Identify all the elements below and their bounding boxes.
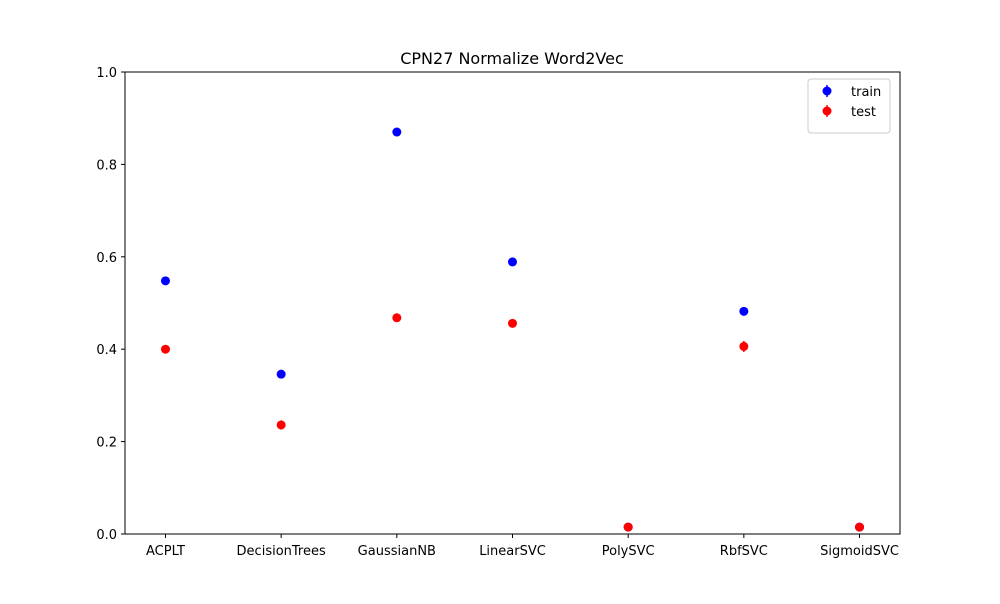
legend-label-train: train	[851, 85, 881, 100]
data-point-test	[160, 344, 170, 354]
x-tick-label: GaussianNB	[358, 544, 436, 559]
y-axis: 0.0 0.2 0.4 0.6 0.8 1.0	[96, 66, 125, 543]
x-tick-label: RbfSVC	[720, 544, 768, 559]
y-tick-label: 0.8	[96, 158, 117, 173]
y-tick-label: 1.0	[96, 66, 117, 81]
data-point-train	[739, 306, 749, 316]
data-point-test	[508, 318, 517, 328]
data-point-test	[855, 522, 865, 532]
y-tick-label: 0.0	[96, 528, 117, 543]
x-tick-label: PolySVC	[602, 544, 655, 559]
x-tick-label: ACPLT	[146, 544, 185, 559]
plot-marks	[160, 127, 865, 532]
data-point-test	[623, 522, 633, 532]
y-tick-label: 0.4	[96, 343, 117, 358]
x-tick-label: DecisionTrees	[237, 544, 326, 559]
legend-label-test: test	[851, 105, 876, 120]
legend-marker-test	[822, 106, 832, 116]
plot-frame	[124, 71, 901, 535]
data-point-train	[508, 257, 517, 267]
y-tick-label: 0.6	[96, 251, 117, 266]
x-tick-label: SigmoidSVC	[820, 544, 899, 559]
data-point-train	[392, 127, 402, 137]
data-point-test	[739, 341, 749, 351]
y-tick-label: 0.2	[96, 436, 117, 451]
chart-title: CPN27 Normalize Word2Vec	[400, 49, 624, 68]
data-point-test	[276, 420, 286, 430]
legend: train test	[807, 78, 891, 134]
data-point-test	[392, 313, 402, 323]
x-tick-label: LinearSVC	[479, 544, 546, 559]
data-point-train	[160, 276, 170, 286]
x-axis: ACPLT DecisionTrees GaussianNB LinearSVC Pol…	[146, 534, 899, 559]
data-point-train	[276, 369, 286, 379]
legend-marker-train	[822, 86, 832, 96]
